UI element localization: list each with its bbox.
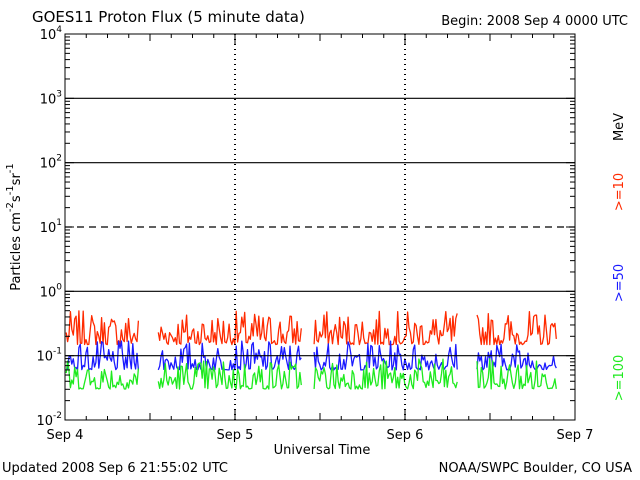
- updated-timestamp: Updated 2008 Sep 6 21:55:02 UTC: [2, 461, 229, 476]
- x-tick-label: Sep 6: [387, 428, 424, 443]
- x-tick-label: Sep 5: [217, 428, 254, 443]
- chart-title: GOES11 Proton Flux (5 minute data): [32, 8, 305, 26]
- x-tick-label: Sep 7: [557, 428, 594, 443]
- legend-ge10: >=10: [612, 173, 627, 211]
- x-axis-title: Universal Time: [274, 443, 371, 458]
- x-tick-label: Sep 4: [47, 428, 84, 443]
- series-ge50-line: [65, 340, 557, 371]
- legend-ge50: >=50: [612, 264, 627, 302]
- y-tick-label: 103: [40, 89, 62, 107]
- y-tick-label: 100: [40, 282, 63, 300]
- y-tick-label: 10-1: [36, 347, 62, 365]
- series-ge100-line: [65, 358, 557, 390]
- y-tick-label: 10-2: [36, 411, 62, 429]
- series-ge10-line: [65, 310, 557, 346]
- begin-time-label: Begin: 2008 Sep 4 0000 UTC: [441, 14, 628, 29]
- legend-ge100: >=100: [612, 355, 627, 402]
- y-tick-label: 104: [40, 25, 63, 43]
- y-tick-label: 102: [40, 154, 62, 172]
- credit-label: NOAA/SWPC Boulder, CO USA: [438, 461, 632, 476]
- unit-label: MeV: [612, 113, 627, 141]
- y-tick-label: 101: [40, 218, 62, 236]
- y-axis-title: Particles cm-2s-1sr-1: [5, 163, 24, 291]
